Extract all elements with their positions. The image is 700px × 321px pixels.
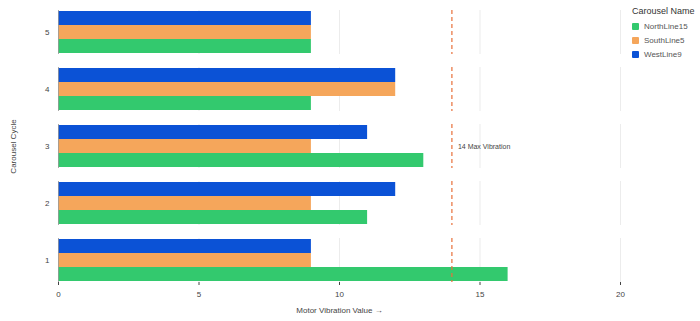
html-text:WestLine9: WestLine9 xyxy=(644,50,682,59)
svg-text:5: 5 xyxy=(197,290,202,299)
svg-text:0: 0 xyxy=(56,290,61,299)
svg-text:2: 2 xyxy=(45,199,50,208)
svg-text:20: 20 xyxy=(616,290,625,299)
html-text:Carousel Name: Carousel Name xyxy=(632,6,695,16)
svg-text:15: 15 xyxy=(476,290,485,299)
svg-text:14 Max Vibration: 14 Max Vibration xyxy=(458,143,511,150)
html-text:NorthLine15: NorthLine15 xyxy=(644,22,688,31)
svg-text:4: 4 xyxy=(45,85,50,94)
html-text:SouthLine5: SouthLine5 xyxy=(644,36,685,45)
svg-text:3: 3 xyxy=(45,142,50,151)
svg-text:1: 1 xyxy=(45,256,50,265)
svg-text:10: 10 xyxy=(335,290,344,299)
svg-text:Carousel Cycle: Carousel Cycle xyxy=(9,119,18,174)
svg-text:Motor Vibration Value →: Motor Vibration Value → xyxy=(296,306,382,315)
svg-text:5: 5 xyxy=(45,28,50,37)
